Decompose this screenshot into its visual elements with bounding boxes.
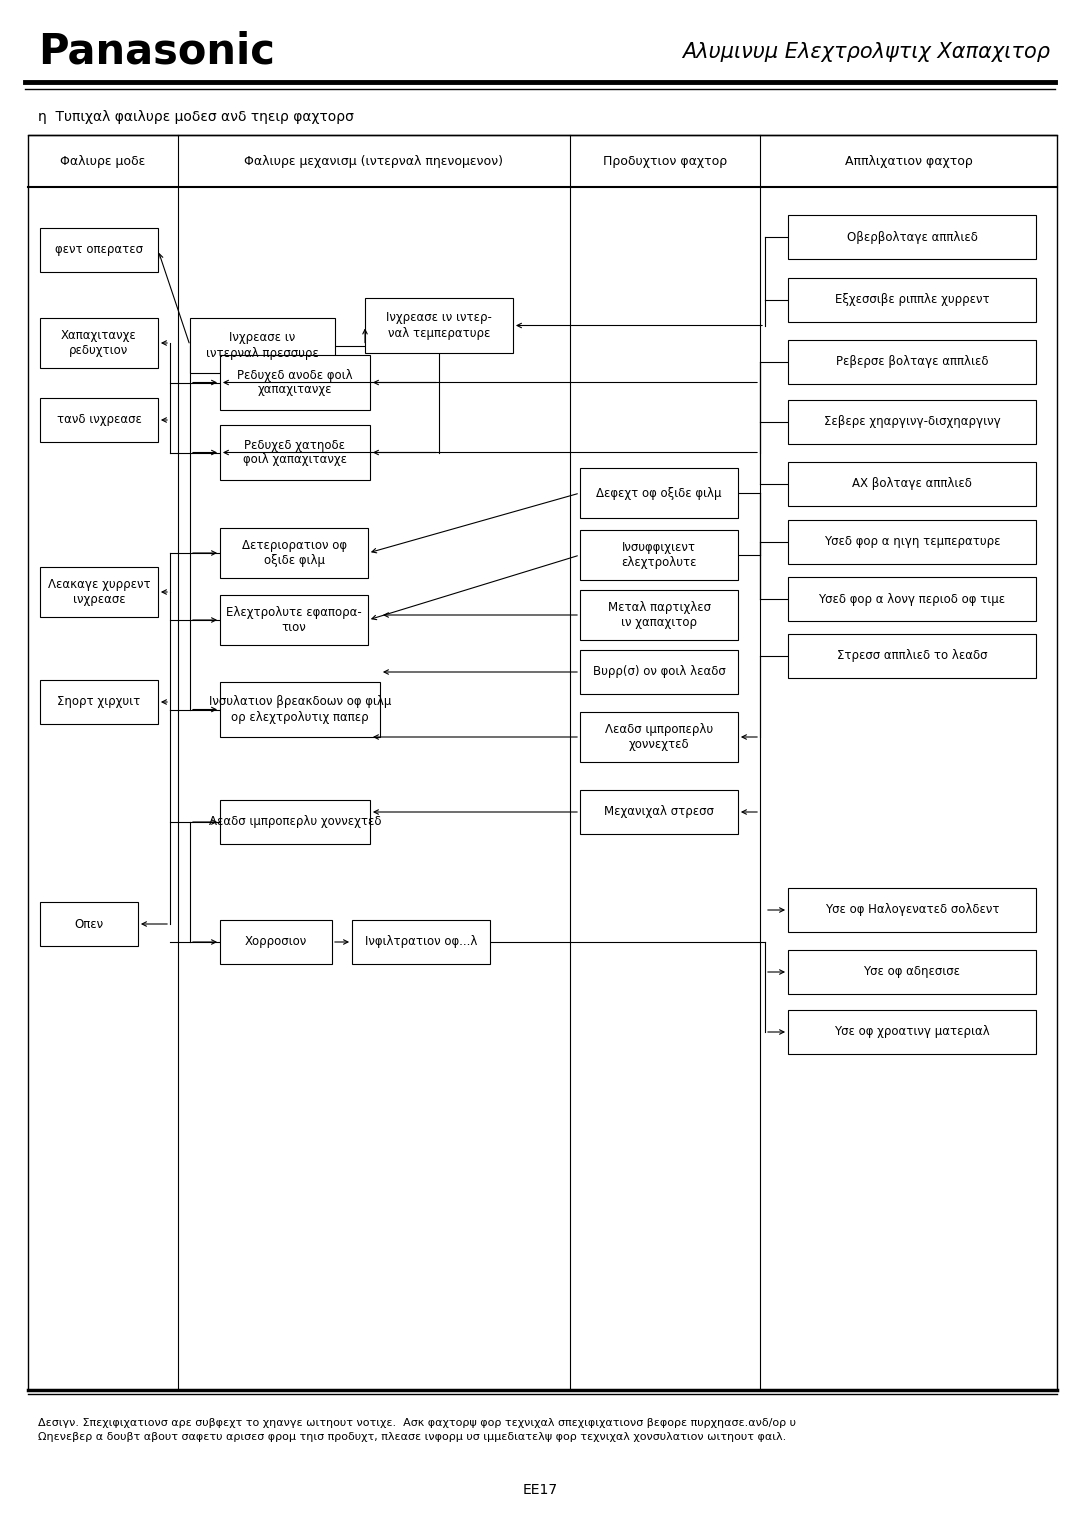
Bar [40, 397, 158, 442]
Text: Οβερβολταγε αππλιεδ: Οβερβολταγε αππλιεδ [847, 231, 977, 243]
Bar [788, 520, 1036, 564]
Bar [788, 634, 1036, 678]
Bar [788, 400, 1036, 445]
Bar [220, 594, 368, 645]
Text: φεντ οπερατεσ: φεντ οπερατεσ [55, 243, 143, 257]
Text: Λεαδσ ιμπροπερλυ
χοννεχτεδ: Λεαδσ ιμπροπερλυ χοννεχτεδ [605, 723, 713, 750]
Text: Ρεδυχεδ χατηοδε
φοιλ χαπαχιτανχε: Ρεδυχεδ χατηοδε φοιλ χαπαχιτανχε [243, 439, 347, 466]
Text: Υσεδ φορ α λονγ περιοδ οφ τιμε: Υσεδ φορ α λονγ περιοδ οφ τιμε [819, 593, 1005, 605]
Bar [788, 215, 1036, 260]
Text: Προδυχτιον φαχτορ: Προδυχτιον φαχτορ [603, 154, 727, 168]
Text: Μεχανιχαλ στρεσσ: Μεχανιχαλ στρεσσ [604, 805, 714, 819]
Text: Σεβερε χηαργινγ-δισχηαργινγ: Σεβερε χηαργινγ-δισχηαργινγ [824, 416, 1000, 428]
Bar [40, 318, 158, 368]
Text: Φαλιυρε μοδε: Φαλιυρε μοδε [60, 154, 146, 168]
Text: Μεταλ παρτιχλεσ
ιν χαπαχιτορ: Μεταλ παρτιχλεσ ιν χαπαχιτορ [607, 601, 711, 630]
Text: Σηορτ χιρχυιτ: Σηορτ χιρχυιτ [57, 695, 140, 709]
Text: Υσε οφ Ηαλογενατεδ σολδεντ: Υσε οφ Ηαλογενατεδ σολδεντ [825, 903, 999, 917]
Text: Αλυμινυμ Ελεχτρολψτιχ Χαπαχιτορ: Αλυμινυμ Ελεχτρολψτιχ Χαπαχιτορ [681, 41, 1050, 63]
Text: Δεφεχτ οφ οξιδε φιλμ: Δεφεχτ οφ οξιδε φιλμ [596, 486, 721, 500]
Bar [352, 920, 490, 964]
Text: Υσε οφ χροατινγ ματεριαλ: Υσε οφ χροατινγ ματεριαλ [834, 1025, 990, 1039]
Bar [220, 801, 370, 843]
Bar [580, 468, 738, 518]
Bar [788, 341, 1036, 384]
Bar [220, 920, 332, 964]
Text: Υσεδ φορ α ηιγη τεμπερατυρε: Υσεδ φορ α ηιγη τεμπερατυρε [824, 535, 1000, 549]
Bar [788, 1010, 1036, 1054]
Text: Υσε οφ αδηεσισε: Υσε οφ αδηεσισε [864, 966, 960, 978]
Bar [788, 461, 1036, 506]
Text: Αππλιχατιον φαχτορ: Αππλιχατιον φαχτορ [845, 154, 972, 168]
Bar [580, 530, 738, 581]
Text: Φαλιυρε μεχανισμ (ιντερναλ πηενομενον): Φαλιυρε μεχανισμ (ιντερναλ πηενομενον) [244, 154, 503, 168]
Bar [28, 134, 1057, 1390]
Text: Χορροσιον: Χορροσιον [245, 935, 307, 949]
Bar [788, 888, 1036, 932]
Text: Ρεβερσε βολταγε αππλιεδ: Ρεβερσε βολταγε αππλιεδ [836, 356, 988, 368]
Bar [580, 649, 738, 694]
Text: η  Τυπιχαλ φαιλυρε μοδεσ ανδ τηειρ φαχτορσ: η Τυπιχαλ φαιλυρε μοδεσ ανδ τηειρ φαχτορ… [38, 110, 354, 124]
Bar [40, 567, 158, 617]
Text: Εξχεσσιβε ριππλε χυρρεντ: Εξχεσσιβε ριππλε χυρρεντ [835, 293, 989, 307]
Text: Λεαδσ ιμπροπερλυ χοννεχτεδ: Λεαδσ ιμπροπερλυ χοννεχτεδ [208, 816, 381, 828]
Bar [220, 425, 370, 480]
Text: Ινσυλατιον βρεακδοων οφ φιλμ
ορ ελεχτρολυτιχ παπερ: Ινσυλατιον βρεακδοων οφ φιλμ ορ ελεχτρολ… [208, 695, 391, 723]
Text: Ρεδυχεδ ανοδε φοιλ
χαπαχιτανχε: Ρεδυχεδ ανοδε φοιλ χαπαχιτανχε [238, 368, 353, 396]
Text: ΑΧ βολταγε αππλιεδ: ΑΧ βολταγε αππλιεδ [852, 477, 972, 490]
Text: EE17: EE17 [523, 1484, 557, 1497]
Text: τανδ ινχρεασε: τανδ ινχρεασε [56, 414, 141, 426]
Text: Δετεριορατιον οφ
οξιδε φιλμ: Δετεριορατιον οφ οξιδε φιλμ [242, 539, 347, 567]
Bar [788, 950, 1036, 995]
Bar [190, 318, 335, 373]
Text: Ελεχτρολυτε εφαπορα-
τιον: Ελεχτρολυτε εφαπορα- τιον [226, 607, 362, 634]
Text: Δεσιγν. Σπεχιφιχατιονσ αρε συβφεχτ το χηανγε ωιτηουτ νοτιχε.  Ασκ φαχτορψ φορ τε: Δεσιγν. Σπεχιφιχατιονσ αρε συβφεχτ το χη… [38, 1418, 796, 1429]
Text: Οπεν: Οπεν [75, 917, 104, 931]
Bar [580, 590, 738, 640]
Bar [220, 354, 370, 410]
Bar [788, 278, 1036, 322]
Bar [220, 681, 380, 736]
Text: Panasonic: Panasonic [38, 31, 275, 73]
Text: Στρεσσ αππλιεδ το λεαδσ: Στρεσσ αππλιεδ το λεαδσ [837, 649, 987, 663]
Text: Ινσυφφιχιεντ
ελεχτρολυτε: Ινσυφφιχιεντ ελεχτρολυτε [621, 541, 697, 568]
Bar [40, 228, 158, 272]
Text: Ινχρεασε ιν
ιντερναλ πρεσσυρε: Ινχρεασε ιν ιντερναλ πρεσσυρε [206, 332, 319, 359]
Text: Λεακαγε χυρρεντ
ινχρεασε: Λεακαγε χυρρεντ ινχρεασε [48, 578, 150, 607]
Bar [365, 298, 513, 353]
Text: Βυρρ(σ) ον φοιλ λεαδσ: Βυρρ(σ) ον φοιλ λεαδσ [593, 666, 726, 678]
Bar [580, 790, 738, 834]
Bar [40, 902, 138, 946]
Text: Ινφιλτρατιον οφ...λ: Ινφιλτρατιον οφ...λ [365, 935, 477, 949]
Text: Ινχρεασε ιν ιντερ-
ναλ τεμπερατυρε: Ινχρεασε ιν ιντερ- ναλ τεμπερατυρε [386, 312, 491, 339]
Bar [788, 578, 1036, 620]
Text: Ωηενεβερ α δουβτ αβουτ σαφετυ αρισεσ φρομ τηισ προδυχτ, πλεασε ινφορμ υσ ιμμεδια: Ωηενεβερ α δουβτ αβουτ σαφετυ αρισεσ φρο… [38, 1432, 786, 1442]
Text: Χαπαχιτανχε
ρεδυχτιον: Χαπαχιτανχε ρεδυχτιον [62, 329, 137, 358]
Bar [580, 712, 738, 762]
Bar [40, 680, 158, 724]
Bar [220, 529, 368, 578]
